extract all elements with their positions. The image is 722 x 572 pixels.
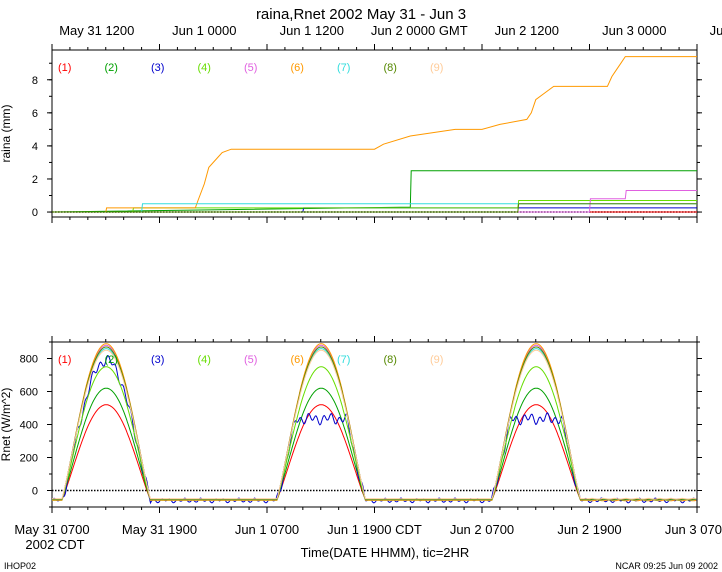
top-time-axis: May 31 1200 Jun 1 0000 Jun 1 1200 Jun 2 000… [59,23,722,38]
rnet-plot-frame [51,341,698,508]
bottom-time-label: Jun 1 1900 CDT [327,522,422,537]
rnet-line-7 [52,348,697,501]
raina-line-5 [52,190,697,213]
rnet-line-6 [52,343,697,502]
raina-legend: (1) (2) (3) (4) (5) (6) (7) (8) (9) [58,62,443,74]
bottom-time-label: Jun 2 0700 [450,522,514,537]
top-time-label: Jun 3 1200 [710,23,722,38]
y-tick-label: 400 [20,420,38,432]
footer-right: NCAR 09:25 Jun 09 2002 [615,561,718,571]
y-tick-label: 0 [32,486,38,498]
legend-entry-2: (2) [105,354,118,366]
top-time-label: Jun 1 0000 [172,23,236,38]
legend-entry-3: (3) [151,62,164,74]
raina-line-2 [51,170,697,213]
footer-left: IHOP02 [4,561,36,571]
rnet-line-4 [52,366,697,501]
rnet-panel: 0 200 400 600 800 (1) (2) (3) (4) (5) (6) (7) (8) (9… [0,336,702,513]
y-tick-label: 6 [32,108,38,120]
legend-entry-4: (4) [198,354,211,366]
legend-entry-4: (4) [198,62,211,74]
bottom-time-axis: May 31 0700 May 31 1900 Jun 1 0700 Jun 1 19… [14,522,722,537]
y-tick-label: 600 [20,387,38,399]
rnet-y-axis-label: Rnet (W/m^2) [0,388,13,462]
bottom-time-label: May 31 0700 [14,522,89,537]
rnet-line-3 [51,355,697,505]
raina-line-6 [52,56,697,213]
y-tick-label: 2 [32,174,38,186]
y-tick-label: 8 [32,75,38,87]
legend-entry-9: (9) [430,62,443,74]
legend-entry-7: (7) [337,62,350,74]
legend-entry-6: (6) [291,62,304,74]
legend-entry-5: (5) [244,62,257,74]
top-time-label: Jun 3 0000 [602,23,666,38]
legend-entry-1: (1) [58,62,71,74]
legend-entry-3: (3) [151,354,164,366]
bottom-time-label: Jun 1 0700 [235,522,299,537]
legend-entry-8: (8) [384,354,397,366]
top-time-label: Jun 1 1200 [280,23,344,38]
y-tick-label: 200 [20,453,38,465]
top-time-label: Jun 2 0000 GMT [371,23,468,38]
rnet-line-1 [52,404,697,501]
bottom-sub-label: 2002 CDT [25,537,84,552]
raina-series [51,56,697,213]
y-tick-label: 800 [20,354,38,366]
chart-title: raina,Rnet 2002 May 31 - Jun 3 [256,6,466,23]
legend-entry-5: (5) [244,354,257,366]
rnet-line-2 [52,387,697,501]
rnet-axis-ticks: 0 200 400 600 800 [20,336,702,513]
legend-entry-8: (8) [384,62,397,74]
rnet-line-5 [52,344,697,501]
x-axis-label: Time(DATE HHMM), tic=2HR [301,545,470,560]
legend-entry-7: (7) [337,354,350,366]
rnet-legend: (1) (2) (3) (4) (5) (6) (7) (8) (9) [58,354,443,366]
rnet-series [51,343,697,505]
bottom-time-label: Jun 2 1900 [557,522,621,537]
top-time-label: Jun 2 1200 [495,23,559,38]
legend-entry-1: (1) [58,354,71,366]
raina-axis-ticks: 0 2 4 6 8 [32,44,702,223]
bottom-time-label: Jun 3 0700 [665,522,722,537]
legend-entry-6: (6) [291,354,304,366]
rnet-line-9 [52,349,697,500]
y-tick-label: 0 [32,207,38,219]
raina-plot-frame [51,49,698,218]
raina-y-axis-label: raina (mm) [0,104,13,162]
y-tick-label: 4 [32,141,38,153]
top-time-label: May 31 1200 [59,23,134,38]
raina-panel: 0 2 4 6 8 (1) (2) (3) (4) (5) (6) (7) (8) (9) raina … [0,44,702,223]
bottom-time-label: May 31 1900 [122,522,197,537]
rnet-line-8 [52,346,697,501]
legend-entry-2: (2) [105,62,118,74]
raina-line-8 [52,203,697,213]
legend-entry-9: (9) [430,354,443,366]
